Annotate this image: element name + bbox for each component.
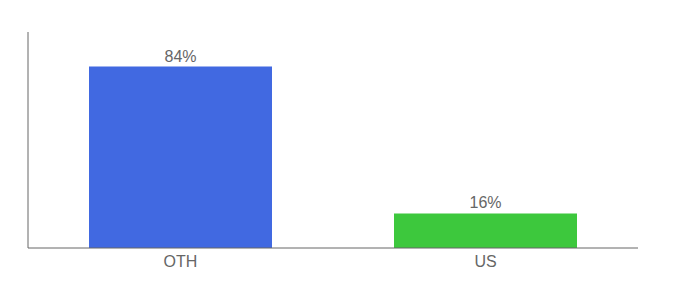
svg-text:OTH: OTH [164,253,198,270]
svg-text:US: US [474,253,496,270]
svg-text:84%: 84% [164,48,196,65]
svg-text:16%: 16% [469,194,501,211]
